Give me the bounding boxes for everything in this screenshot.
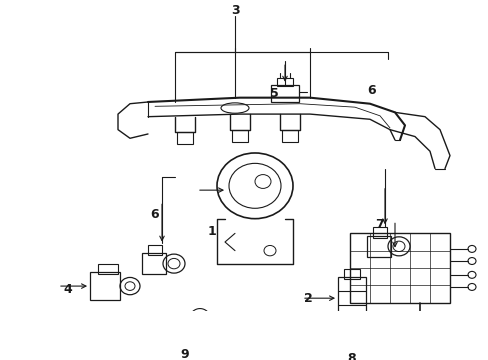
Text: 9: 9 xyxy=(181,348,189,360)
Bar xyxy=(276,78,292,86)
Text: 7: 7 xyxy=(375,218,384,231)
Bar xyxy=(231,130,247,142)
Bar xyxy=(244,318,263,330)
Bar xyxy=(366,236,390,257)
Text: 8: 8 xyxy=(347,352,356,360)
Bar xyxy=(142,253,165,274)
Bar xyxy=(337,278,365,319)
Text: 2: 2 xyxy=(303,292,312,305)
Bar xyxy=(343,269,359,279)
Bar xyxy=(90,272,120,300)
Bar xyxy=(270,85,298,102)
Text: 3: 3 xyxy=(230,4,239,17)
Bar xyxy=(246,312,261,319)
Text: 1: 1 xyxy=(207,225,216,238)
Bar xyxy=(372,227,386,238)
Bar xyxy=(177,132,193,144)
Bar xyxy=(98,264,118,274)
Text: 5: 5 xyxy=(269,87,278,100)
Bar xyxy=(349,233,449,302)
Text: 4: 4 xyxy=(63,283,72,296)
Text: 6: 6 xyxy=(367,84,376,97)
Bar xyxy=(148,244,162,255)
Bar xyxy=(282,130,297,142)
Text: 6: 6 xyxy=(150,208,159,221)
